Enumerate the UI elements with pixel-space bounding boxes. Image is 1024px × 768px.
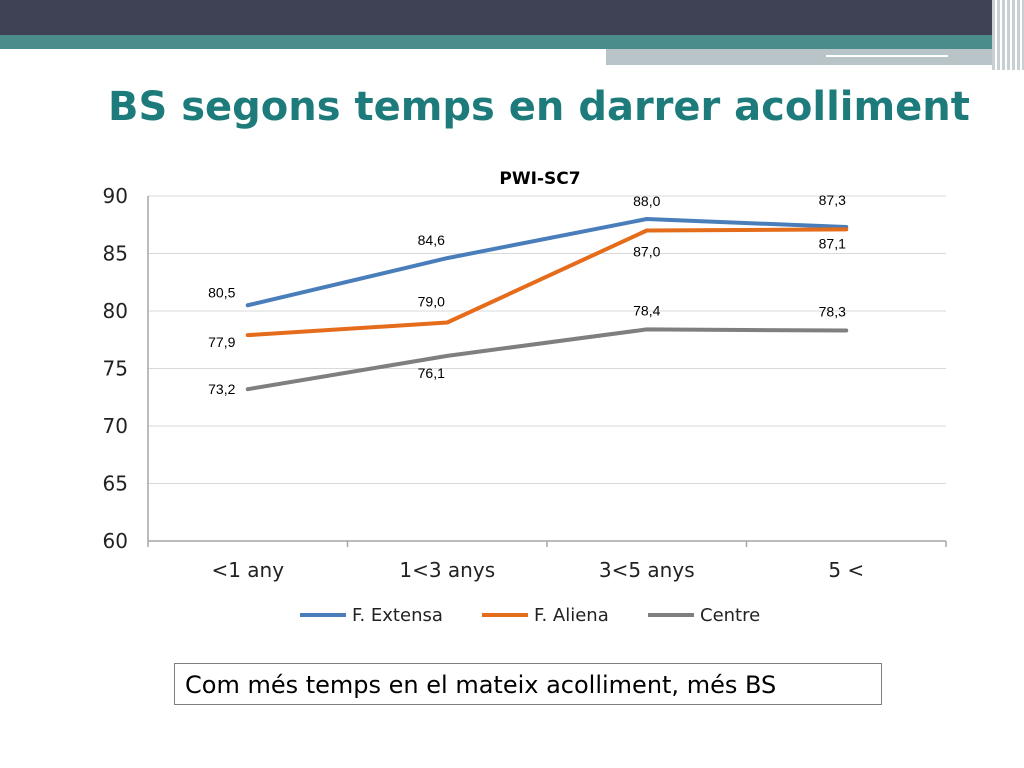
y-tick-label: 75 bbox=[103, 357, 128, 381]
data-label: 73,2 bbox=[208, 381, 235, 397]
data-label: 80,5 bbox=[208, 284, 235, 300]
header-stripes bbox=[992, 0, 1024, 70]
chart-title: PWI-SC7 bbox=[499, 169, 580, 189]
series-line bbox=[245, 227, 849, 338]
y-tick-label: 65 bbox=[103, 472, 128, 496]
chart-legend: F. Extensa F. Aliena Centre bbox=[300, 605, 760, 626]
data-label: 88,0 bbox=[633, 193, 660, 209]
slide-title: BS segons temps en darrer acolliment bbox=[108, 84, 970, 130]
x-tick-label: <1 any bbox=[211, 558, 284, 582]
header-bar-dark bbox=[0, 0, 1024, 35]
data-label: 76,1 bbox=[418, 365, 445, 381]
chart-series bbox=[245, 217, 849, 392]
data-label: 78,4 bbox=[633, 302, 660, 318]
data-label: 84,6 bbox=[418, 232, 445, 248]
y-tick-label: 90 bbox=[103, 184, 128, 208]
x-tick-label: 5 < bbox=[828, 558, 864, 582]
data-label: 87,0 bbox=[633, 244, 660, 260]
chart-grid bbox=[148, 195, 946, 484]
data-label: 87,3 bbox=[819, 192, 846, 208]
legend-label: F. Aliena bbox=[534, 605, 609, 626]
series-line bbox=[245, 327, 849, 392]
x-tick-label: 3<5 anys bbox=[599, 558, 695, 582]
legend-label: Centre bbox=[700, 605, 760, 626]
header-bar-line bbox=[826, 55, 948, 57]
series-line bbox=[245, 217, 849, 308]
data-label: 78,3 bbox=[819, 304, 846, 320]
legend-label: F. Extensa bbox=[352, 605, 443, 626]
chart-axes: 60 65 70 75 80 85 90 <1 any 1<3 anys 3<5 anys 5 < bbox=[103, 184, 947, 582]
y-tick-label: 80 bbox=[103, 299, 128, 323]
data-label: 79,0 bbox=[418, 294, 445, 310]
data-label: 77,9 bbox=[208, 334, 235, 350]
y-tick-label: 60 bbox=[103, 529, 128, 553]
chart-data-labels: 80,5 84,6 88,0 87,3 77,9 79,0 87,0 87,1 73,2 76,1… bbox=[208, 192, 846, 397]
x-tick-label: 1<3 anys bbox=[399, 558, 495, 582]
y-tick-label: 70 bbox=[103, 414, 128, 438]
conclusion-note: Com més temps en el mateix acolliment, m… bbox=[174, 663, 882, 705]
data-label: 87,1 bbox=[819, 235, 846, 251]
y-tick-label: 85 bbox=[103, 242, 128, 266]
header-bar-light bbox=[606, 49, 1024, 65]
header-bar-teal bbox=[0, 35, 1024, 49]
